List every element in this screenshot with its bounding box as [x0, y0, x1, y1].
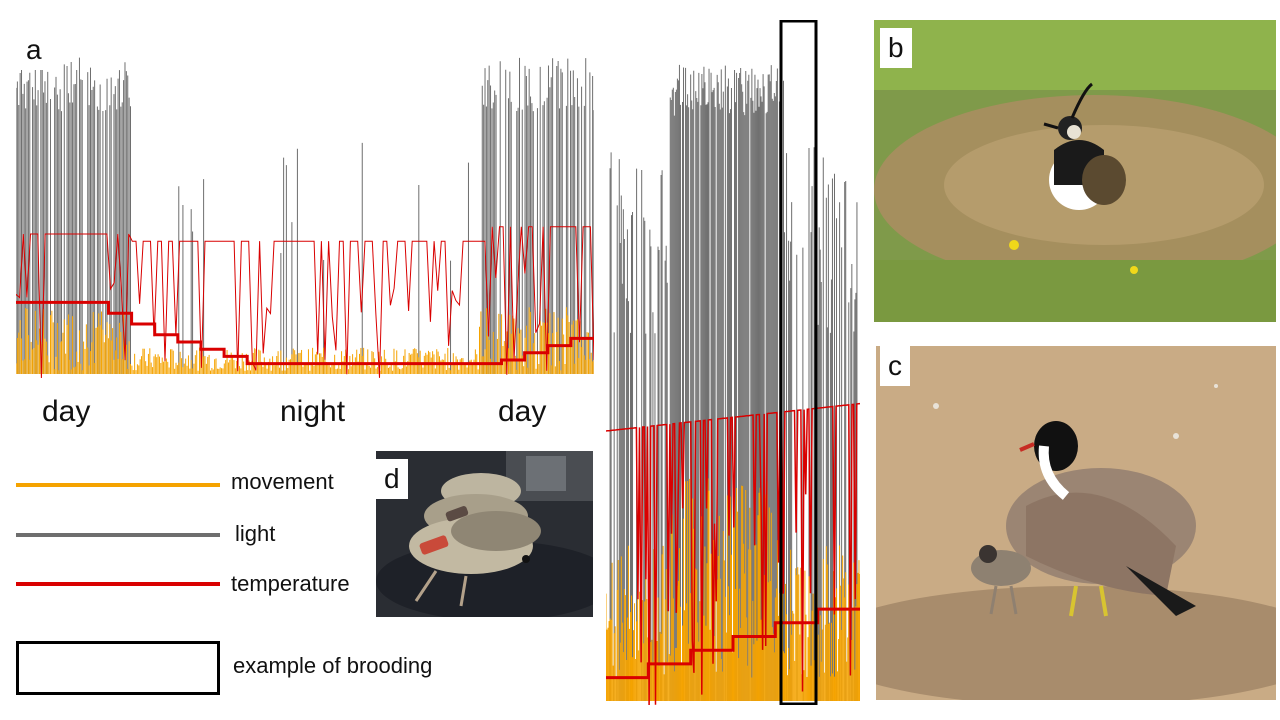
panel-label-b: b	[880, 28, 912, 68]
lapwing-photo	[874, 20, 1276, 322]
legend-label-brooding: example of brooding	[233, 653, 433, 678]
wattled-lapwing-photo	[876, 346, 1276, 700]
temperature-step-a	[16, 300, 594, 366]
legend-line-temperature	[16, 582, 220, 586]
chick-photo	[376, 451, 593, 617]
legend-line-movement	[16, 483, 220, 487]
temperature-step-detail	[606, 607, 860, 680]
temperature-series-detail	[606, 402, 860, 705]
legend-line-light	[16, 533, 220, 537]
panel-label-a: a	[18, 30, 50, 70]
chart-a	[16, 57, 594, 378]
legend-label-temperature: temperature	[231, 571, 350, 596]
legend-box-brooding	[16, 641, 220, 695]
brooding-highlight-box	[779, 20, 818, 705]
legend-label-movement: movement	[231, 469, 334, 494]
panel-label-c: c	[880, 346, 910, 386]
chart-brooding-detail	[606, 20, 860, 705]
legend-label-light: light	[235, 521, 276, 546]
movement-series-a	[16, 307, 594, 374]
period-label-day-2: day	[498, 395, 547, 428]
panel-label-d: d	[376, 459, 408, 499]
period-label-day-1: day	[42, 395, 91, 428]
temperature-series-a	[16, 226, 594, 378]
period-label-night: night	[280, 395, 346, 428]
light-series-a	[16, 57, 594, 374]
